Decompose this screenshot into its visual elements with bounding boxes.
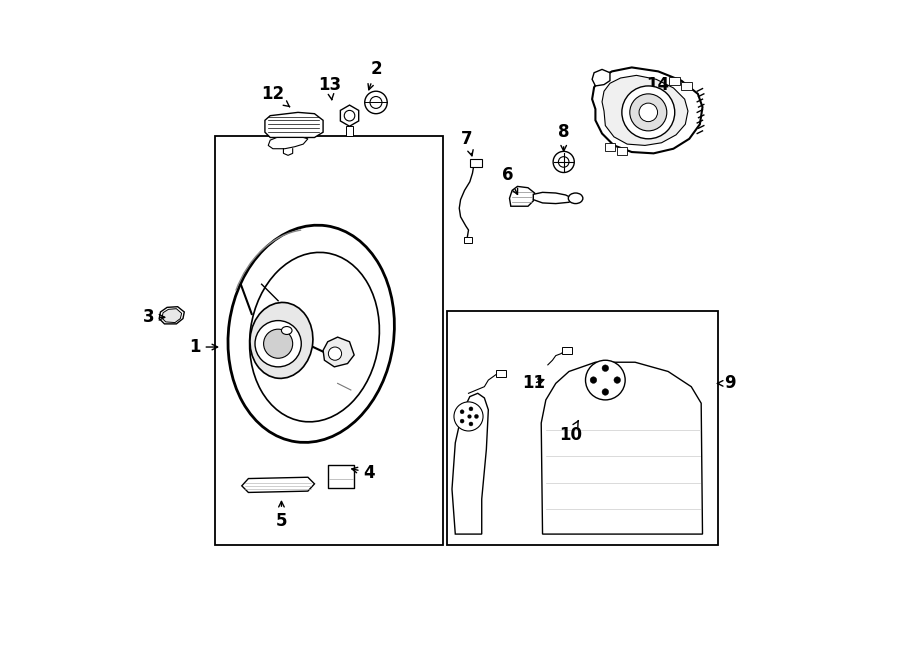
Text: 4: 4 [352, 463, 375, 482]
Polygon shape [265, 112, 323, 137]
Polygon shape [323, 337, 355, 367]
Circle shape [630, 94, 667, 131]
Bar [215, 136, 444, 545]
Text: 9: 9 [717, 374, 736, 393]
Circle shape [469, 407, 473, 411]
Circle shape [255, 321, 302, 367]
Bar [446, 311, 717, 545]
Circle shape [586, 360, 625, 400]
Polygon shape [452, 393, 489, 534]
Text: 2: 2 [368, 60, 382, 90]
Text: 3: 3 [143, 308, 165, 327]
Bar [681, 82, 692, 90]
Text: 1: 1 [189, 338, 218, 356]
Polygon shape [340, 105, 359, 126]
Polygon shape [541, 362, 703, 534]
Bar [470, 159, 482, 167]
Circle shape [614, 377, 620, 383]
Circle shape [469, 422, 473, 426]
Polygon shape [242, 477, 314, 492]
Ellipse shape [282, 327, 292, 334]
Ellipse shape [228, 225, 394, 442]
Text: 14: 14 [647, 75, 670, 101]
Circle shape [554, 151, 574, 173]
Text: 7: 7 [462, 130, 473, 156]
Text: 13: 13 [318, 75, 341, 100]
Ellipse shape [249, 253, 380, 422]
Polygon shape [592, 67, 703, 153]
Polygon shape [534, 192, 572, 204]
Circle shape [454, 402, 483, 431]
Polygon shape [268, 137, 308, 149]
Text: 10: 10 [559, 420, 581, 444]
Circle shape [264, 329, 292, 358]
Circle shape [590, 377, 597, 383]
Ellipse shape [250, 303, 313, 378]
Polygon shape [592, 69, 610, 86]
Polygon shape [509, 186, 535, 206]
Bar [346, 126, 353, 136]
Circle shape [364, 91, 387, 114]
Circle shape [344, 110, 355, 121]
Circle shape [328, 347, 342, 360]
Bar [464, 237, 472, 243]
Text: 12: 12 [261, 85, 290, 106]
Text: 8: 8 [558, 123, 570, 151]
Polygon shape [162, 309, 182, 323]
Polygon shape [602, 75, 688, 145]
Ellipse shape [568, 193, 583, 204]
Text: 6: 6 [502, 166, 518, 194]
Circle shape [622, 86, 675, 139]
Bar [496, 370, 506, 377]
Bar [670, 77, 680, 85]
Text: 11: 11 [522, 374, 545, 393]
Circle shape [460, 410, 464, 414]
Bar [328, 465, 355, 488]
Circle shape [602, 365, 608, 371]
Polygon shape [159, 307, 184, 324]
Circle shape [370, 97, 382, 108]
Text: 5: 5 [275, 502, 287, 530]
Circle shape [602, 389, 608, 395]
Bar [616, 147, 627, 155]
Circle shape [474, 414, 479, 418]
Circle shape [558, 157, 569, 167]
Circle shape [460, 419, 464, 423]
Bar [605, 143, 616, 151]
Circle shape [639, 103, 658, 122]
Bar [562, 347, 572, 354]
